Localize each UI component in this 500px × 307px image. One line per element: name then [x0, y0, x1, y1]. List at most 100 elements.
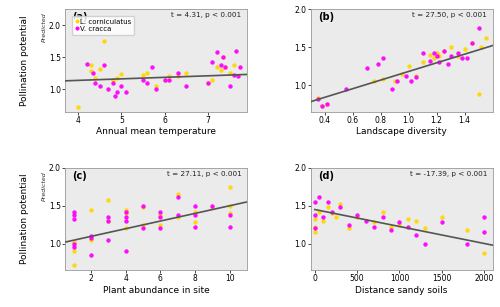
Point	[404, 217, 412, 222]
Point	[378, 215, 386, 220]
Point	[396, 220, 404, 225]
Point	[418, 51, 426, 56]
Point	[482, 36, 490, 41]
Point	[217, 62, 225, 67]
Point	[87, 253, 95, 258]
Point	[315, 194, 323, 199]
Point	[398, 71, 406, 76]
Point	[324, 102, 332, 107]
Point	[320, 219, 328, 223]
Point	[122, 207, 130, 212]
Text: (b): (b)	[318, 12, 334, 22]
Point	[336, 202, 344, 207]
Point	[446, 54, 454, 59]
Point	[311, 224, 319, 229]
Point	[87, 62, 95, 67]
Point	[353, 215, 361, 220]
Point	[438, 215, 446, 220]
Point	[122, 219, 130, 223]
Text: t = 27.50, p < 0.001: t = 27.50, p < 0.001	[412, 12, 487, 18]
Point	[174, 215, 182, 220]
Point	[70, 262, 78, 267]
Point	[478, 45, 486, 49]
Point	[468, 41, 475, 46]
Point	[311, 217, 319, 222]
Point	[70, 241, 78, 246]
Point	[378, 209, 386, 214]
Text: (d): (d)	[318, 171, 334, 181]
Point	[92, 80, 100, 85]
Point	[234, 74, 242, 79]
X-axis label: Distance sandy soils: Distance sandy soils	[356, 286, 448, 295]
Point	[104, 87, 112, 91]
Point	[412, 73, 420, 78]
Point	[182, 71, 190, 76]
Point	[454, 54, 462, 59]
Point	[390, 79, 398, 84]
Point	[404, 224, 412, 229]
Point	[208, 205, 216, 210]
Point	[232, 48, 240, 53]
Point	[118, 84, 126, 88]
Point	[480, 230, 488, 235]
Point	[226, 224, 234, 229]
Point	[314, 95, 322, 100]
Point	[446, 45, 454, 49]
Point	[408, 79, 416, 84]
Point	[324, 205, 332, 210]
Point	[344, 226, 352, 231]
Point	[70, 212, 78, 217]
Point	[70, 240, 78, 245]
Point	[440, 49, 448, 53]
Point	[191, 209, 199, 214]
Point	[122, 90, 130, 95]
Point	[328, 209, 336, 214]
Point	[174, 71, 182, 76]
Point	[314, 96, 322, 101]
Point	[236, 64, 244, 69]
Point	[480, 250, 488, 255]
Point	[226, 203, 234, 208]
Point	[89, 71, 97, 76]
Point	[70, 245, 78, 250]
Point	[82, 61, 90, 66]
Text: (a): (a)	[72, 12, 88, 22]
Point	[104, 237, 112, 242]
Point	[104, 219, 112, 223]
Point	[156, 215, 164, 220]
Point	[111, 93, 119, 98]
Point	[426, 58, 434, 63]
Text: Predicted: Predicted	[42, 12, 46, 42]
Point	[108, 80, 116, 85]
Point	[474, 92, 482, 97]
Point	[222, 64, 230, 69]
Point	[104, 215, 112, 220]
Point	[191, 212, 199, 217]
Point	[370, 79, 378, 84]
Text: t = -17.39, p < 0.001: t = -17.39, p < 0.001	[410, 171, 487, 177]
Point	[412, 232, 420, 237]
Point	[87, 69, 95, 74]
Point	[374, 61, 382, 66]
Point	[139, 205, 147, 210]
Point	[139, 77, 147, 82]
Point	[460, 46, 468, 51]
Point	[87, 234, 95, 239]
Point	[139, 222, 147, 227]
Point	[311, 212, 319, 217]
Point	[139, 203, 147, 208]
Point	[212, 50, 220, 55]
Point	[70, 249, 78, 254]
Point	[311, 200, 319, 204]
Point	[388, 86, 396, 91]
Point	[344, 222, 352, 227]
Point	[104, 197, 112, 202]
Text: Predicted: Predicted	[42, 171, 46, 201]
Point	[320, 215, 328, 220]
Point	[152, 87, 160, 91]
Point	[328, 211, 336, 216]
Point	[122, 211, 130, 216]
Point	[174, 74, 182, 79]
Point	[436, 54, 444, 59]
Point	[474, 26, 482, 31]
